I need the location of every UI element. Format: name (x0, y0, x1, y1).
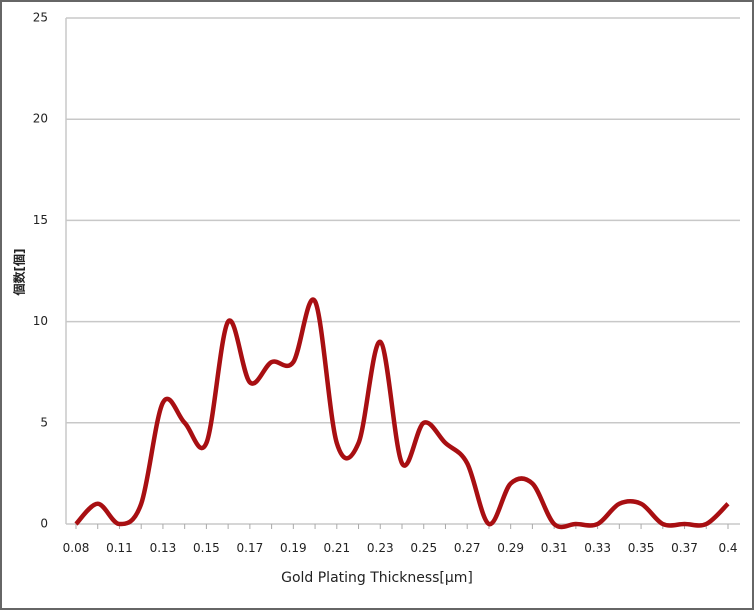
y-tick-label: 0 (40, 517, 48, 531)
x-tick-label: 0.08 (63, 541, 90, 555)
x-tick-label: 0.17 (237, 541, 264, 555)
x-tick-label: 0.37 (671, 541, 698, 555)
y-tick-label: 15 (33, 213, 48, 227)
x-tick-label: 0.25 (410, 541, 437, 555)
x-axis-label: Gold Plating Thickness[µm] (281, 570, 473, 586)
x-tick-label: 0.19 (280, 541, 307, 555)
x-tick-label: 0.35 (628, 541, 655, 555)
x-tick-label: 0.15 (193, 541, 220, 555)
x-tick-label: 0.4 (718, 541, 737, 555)
x-tick-label: 0.13 (150, 541, 177, 555)
x-tick-label: 0.21 (323, 541, 350, 555)
y-tick-label: 10 (33, 314, 48, 328)
x-tick-label: 0.33 (584, 541, 611, 555)
data-line (74, 297, 730, 530)
y-axis-label: 個数[個] (12, 249, 27, 297)
y-tick-label: 25 (33, 11, 48, 25)
x-tick-label: 0.31 (541, 541, 568, 555)
x-tick-label: 0.27 (454, 541, 481, 555)
x-tick-label: 0.23 (367, 541, 394, 555)
y-tick-label: 20 (33, 112, 48, 126)
y-tick-label: 5 (40, 415, 48, 429)
x-tick-label: 0.11 (106, 541, 133, 555)
x-tick-label: 0.29 (497, 541, 524, 555)
